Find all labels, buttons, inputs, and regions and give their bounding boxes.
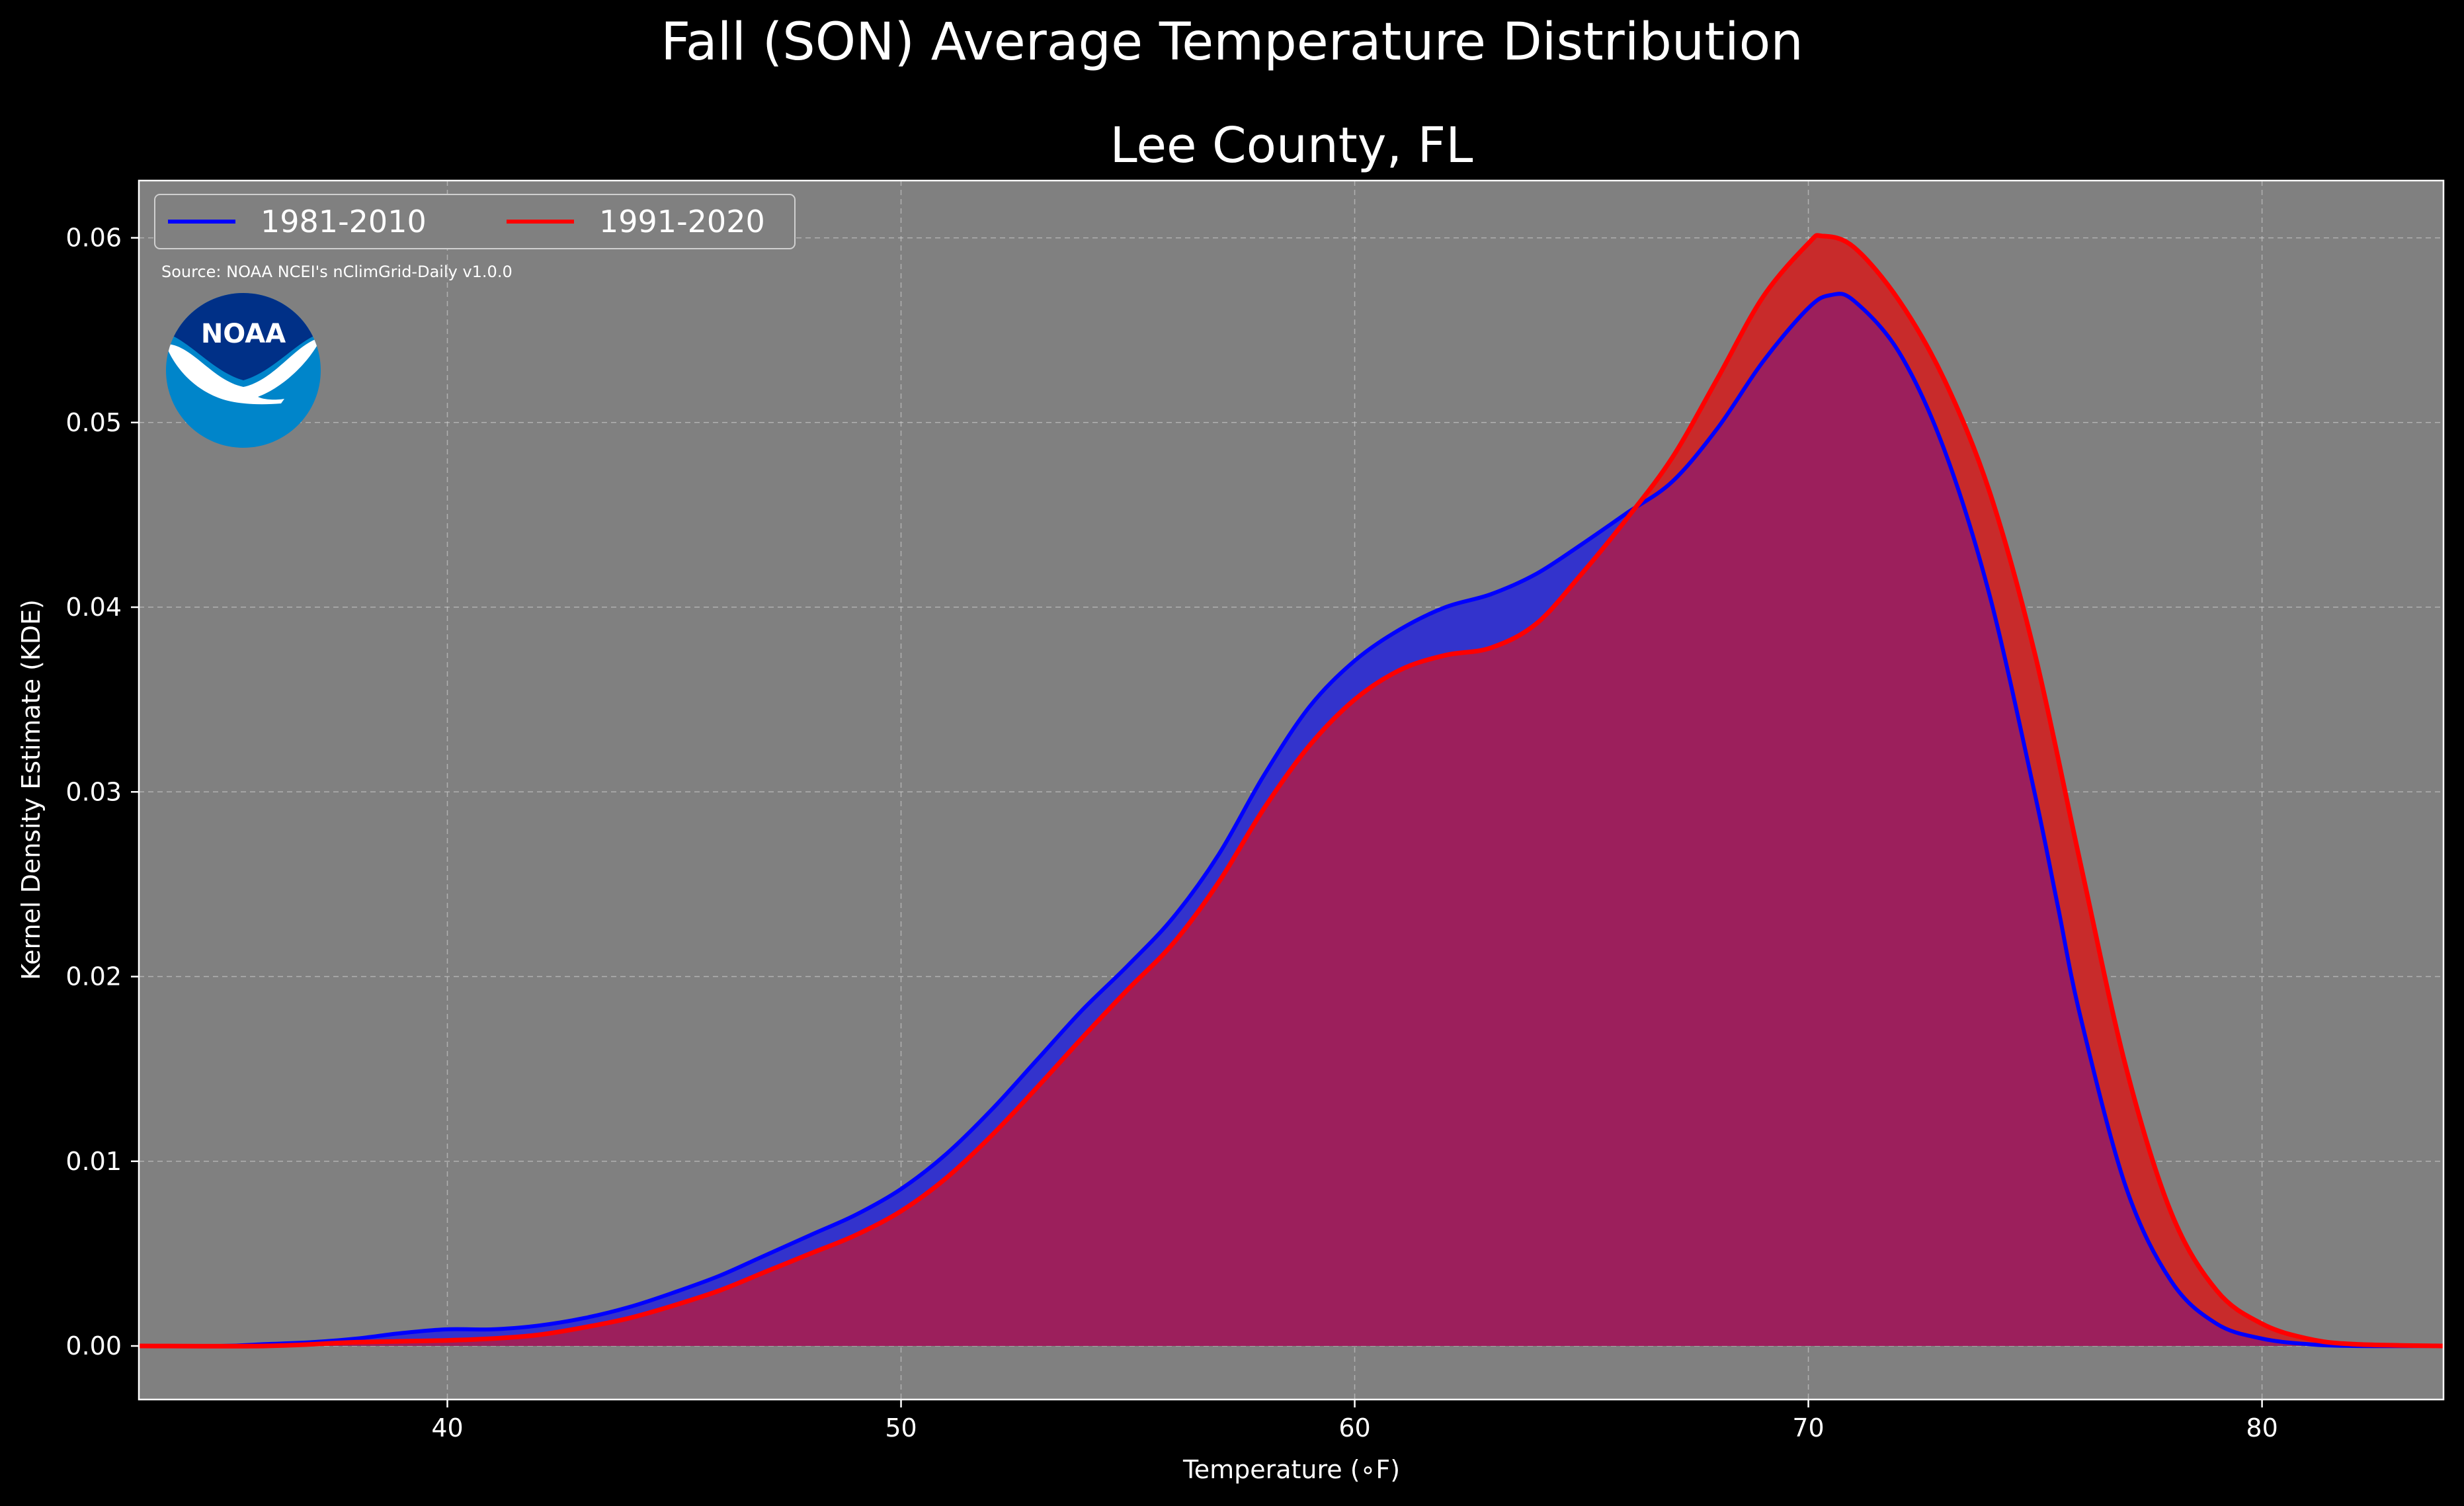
chart-suptitle: Fall (SON) Average Temperature Distribut… (661, 13, 1803, 72)
density-areas (139, 235, 2443, 1347)
y-axis-label: Kernel Density Estimate (KDE) (17, 599, 46, 980)
legend-box (154, 194, 796, 249)
plot-frame (138, 179, 2445, 1401)
noaa-logo-text: NOAA (201, 319, 286, 349)
noaa-logo-sky (166, 293, 321, 380)
line-1991-2020 (138, 233, 2444, 1349)
x-tick-label: 50 (885, 1413, 917, 1443)
x-tick-label: 80 (2246, 1413, 2278, 1443)
x-tick-label: 60 (1338, 1413, 1370, 1443)
y-tick-label: 0.00 (65, 1331, 122, 1360)
x-tick-label: 40 (431, 1413, 463, 1443)
area-overlap (139, 294, 2443, 1347)
y-tick-label: 0.02 (65, 962, 122, 991)
density-lines (138, 233, 2444, 1349)
legend-label-1981-2010: 1981-2010 (261, 204, 427, 239)
x-tick-label: 70 (1792, 1413, 1824, 1443)
noaa-logo: NOAA (166, 293, 321, 448)
legend-label-1991-2020: 1991-2020 (599, 204, 765, 239)
y-ticks: 0.00 0.01 0.02 0.03 0.04 0.05 0.06 (65, 224, 139, 1360)
seagull-icon (166, 337, 321, 405)
line-1981-2010 (138, 292, 2444, 1349)
chart-title: Lee County, FL (1110, 117, 1473, 174)
x-ticks: 40 50 60 70 80 (431, 1400, 2278, 1443)
y-tick-label: 0.01 (65, 1147, 122, 1176)
y-tick-label: 0.06 (65, 224, 122, 253)
x-axis-label: Temperature (∘F) (1182, 1455, 1400, 1484)
y-tick-label: 0.03 (65, 777, 122, 806)
legend: 1981-2010 1991-2020 (154, 194, 796, 249)
y-tick-label: 0.04 (65, 593, 122, 622)
y-tick-label: 0.05 (65, 408, 122, 437)
source-annotation: Source: NOAA NCEI's nClimGrid-Daily v1.0… (161, 263, 513, 281)
